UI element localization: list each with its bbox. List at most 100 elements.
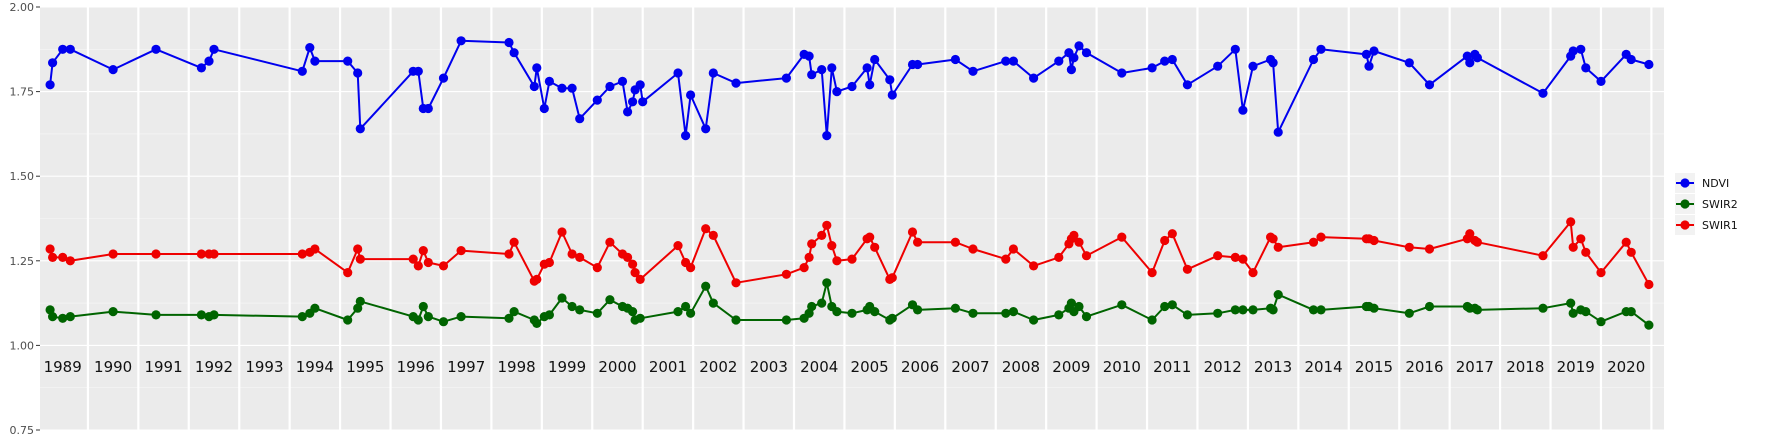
data-point (686, 90, 696, 100)
data-point (65, 312, 75, 322)
data-point (1054, 310, 1064, 320)
year-label: 2000 (598, 358, 636, 376)
legend-label: NDVI (1702, 177, 1729, 190)
data-point (1424, 301, 1435, 312)
data-point (1147, 268, 1157, 278)
data-point (822, 220, 832, 230)
year-label: 1993 (245, 358, 283, 376)
y-tick-label: 1.00 (10, 339, 35, 352)
data-point (681, 301, 691, 312)
data-point (151, 44, 161, 54)
data-point (438, 317, 449, 327)
data-point (1308, 237, 1319, 247)
data-point (108, 249, 118, 259)
data-point (1566, 298, 1576, 308)
data-point (353, 68, 363, 78)
data-point (913, 59, 923, 70)
data-point (1248, 61, 1258, 71)
data-point (1404, 58, 1414, 68)
data-point (1369, 303, 1379, 313)
data-point (456, 246, 466, 256)
data-point (731, 278, 741, 288)
data-point (1404, 308, 1414, 318)
data-point (297, 312, 307, 322)
data-point (1316, 305, 1326, 315)
data-point (807, 70, 817, 80)
data-point (1230, 44, 1240, 54)
data-point (1001, 56, 1011, 66)
data-point (1147, 315, 1157, 325)
data-point (870, 307, 880, 317)
data-point (870, 54, 880, 65)
data-point (297, 66, 307, 76)
year-label: 1997 (447, 358, 485, 376)
data-point (544, 310, 555, 320)
data-point (532, 274, 542, 284)
data-point (1167, 54, 1177, 65)
data-point (209, 310, 219, 320)
data-point (701, 281, 711, 291)
data-point (681, 131, 691, 141)
data-point (827, 241, 837, 251)
data-point (1160, 56, 1170, 66)
data-point (617, 76, 628, 86)
data-point (438, 73, 449, 83)
y-axis: 0.75 1.00 1.25 1.50 1.75 2.00 (10, 1, 40, 437)
year-label: 2020 (1607, 358, 1645, 376)
data-point (1066, 65, 1076, 75)
data-point (1238, 305, 1248, 315)
data-point (423, 312, 433, 322)
data-point (1538, 88, 1548, 98)
data-point (950, 237, 961, 247)
data-point (1160, 301, 1170, 312)
data-point (310, 244, 320, 254)
data-point (865, 80, 875, 90)
year-label: 2015 (1355, 358, 1393, 376)
data-point (708, 230, 718, 240)
data-point (1424, 244, 1435, 254)
data-point (355, 296, 365, 306)
data-point (1213, 61, 1223, 71)
y-tick-label: 1.25 (10, 255, 35, 268)
data-point (1576, 234, 1586, 244)
year-labels: 1989 1990 1991 1992 1993 1994 1995 1996 1997 1998… (44, 358, 1646, 376)
data-point (1472, 237, 1482, 247)
year-label: 2009 (1052, 358, 1090, 376)
data-point (592, 95, 602, 105)
data-point (1001, 254, 1011, 264)
data-point (1029, 261, 1039, 271)
data-point (832, 256, 842, 266)
data-point (1268, 58, 1278, 68)
legend-key-point (1680, 199, 1690, 209)
data-point (529, 81, 539, 92)
year-label: 2011 (1153, 358, 1191, 376)
data-point (708, 298, 718, 308)
data-point (1369, 46, 1379, 56)
data-point (686, 308, 696, 318)
data-point (1465, 58, 1475, 68)
year-label: 2007 (951, 358, 989, 376)
data-point (1644, 320, 1654, 330)
data-point (638, 97, 648, 107)
data-point (418, 246, 428, 256)
data-point (605, 237, 615, 247)
data-point (673, 68, 683, 78)
data-point (1568, 46, 1578, 56)
data-point (196, 310, 206, 320)
y-tick-label: 1.50 (10, 170, 35, 183)
data-point (1361, 49, 1371, 60)
data-point (355, 254, 365, 264)
year-label: 2004 (800, 358, 838, 376)
data-point (781, 315, 792, 325)
data-point (1621, 237, 1631, 247)
year-label: 2010 (1103, 358, 1141, 376)
data-point (1581, 247, 1591, 257)
data-point (1644, 59, 1654, 70)
data-point (1066, 298, 1076, 308)
data-point (1054, 56, 1064, 66)
data-point (1581, 307, 1591, 317)
data-point (456, 312, 466, 322)
data-point (353, 244, 363, 254)
data-point (1182, 80, 1192, 90)
